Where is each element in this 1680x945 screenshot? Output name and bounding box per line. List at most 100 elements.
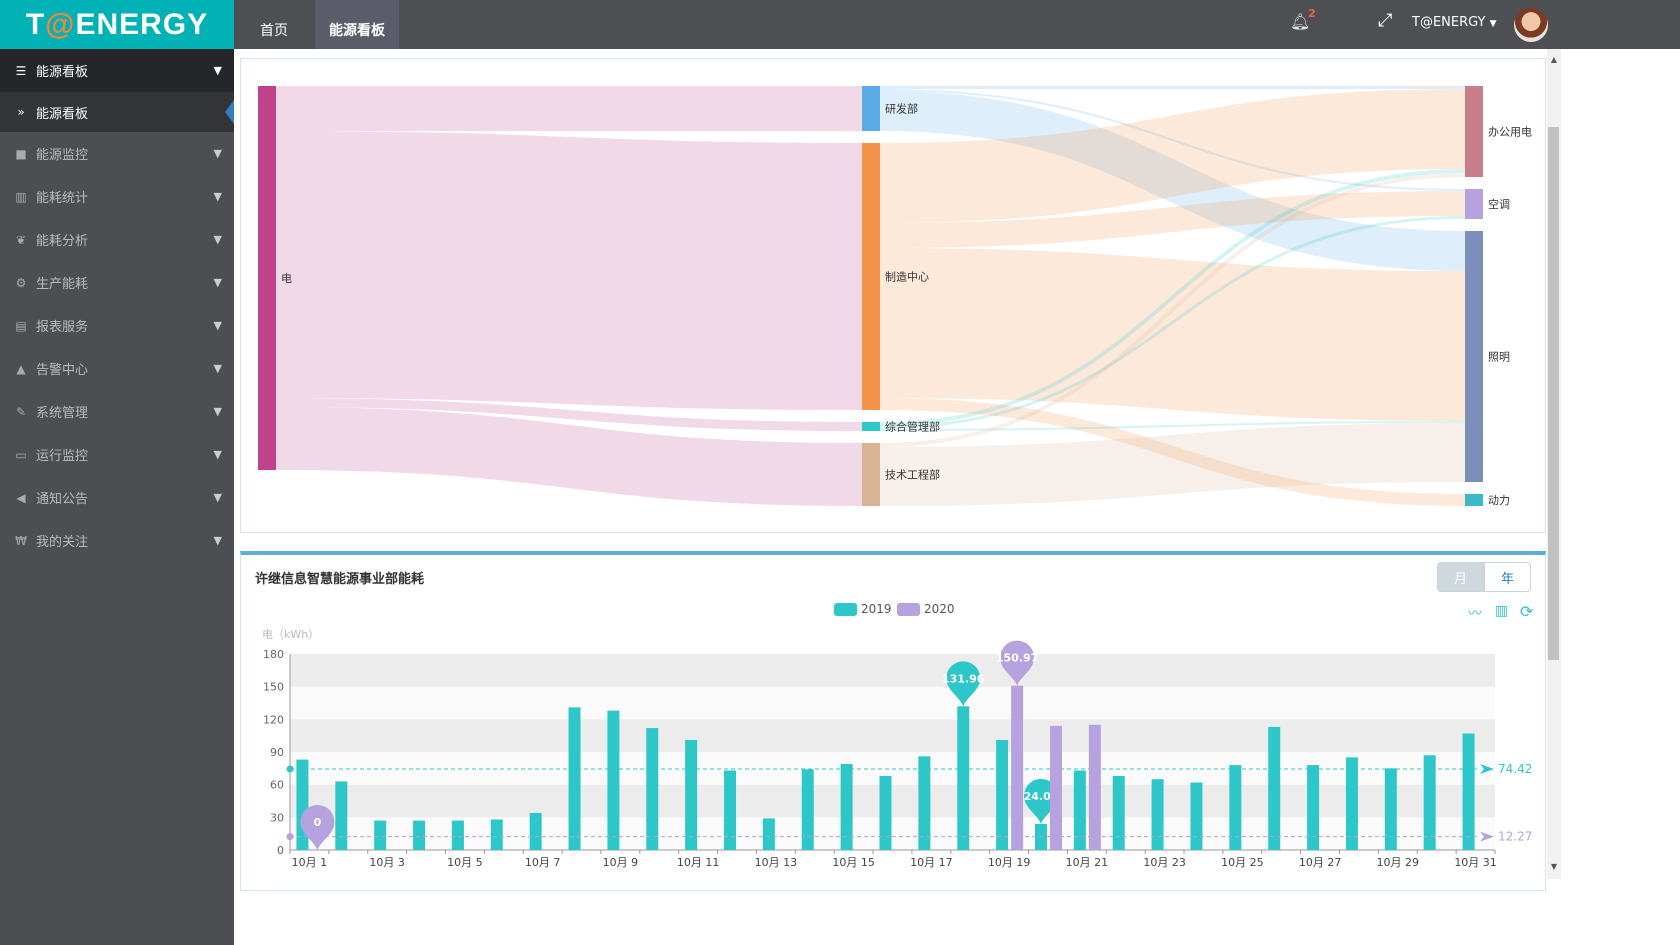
chevron-down-icon: ▼: [213, 534, 222, 547]
video-camera-icon: ■: [15, 146, 27, 161]
sankey-node: [1465, 189, 1483, 219]
sankey-node-label: 技术工程部: [885, 468, 940, 482]
chevron-down-icon: ▼: [213, 319, 222, 332]
active-indicator: [225, 100, 234, 124]
bell-icon[interactable]: 🔔︎: [1290, 12, 1311, 31]
year-button[interactable]: 年: [1484, 562, 1531, 592]
scroll-down-icon[interactable]: ▼: [1550, 862, 1558, 871]
sidebar-item-label: 系统管理: [36, 406, 89, 421]
sankey-node: [862, 143, 880, 410]
double-chevron-right-icon: »: [17, 105, 25, 119]
sankey-node: [862, 86, 880, 131]
sankey-node-label: 动力: [1488, 494, 1510, 507]
user-menu[interactable]: T@ENERGY ▼: [1412, 15, 1497, 30]
tab-energy-board[interactable]: 能源看板: [315, 0, 399, 49]
sankey-node-label: 综合管理部: [885, 420, 940, 434]
sankey-link: [879, 89, 1466, 223]
notification-badge: 2: [1308, 7, 1316, 20]
sankey-link: [879, 191, 1466, 248]
table-icon: ▤: [15, 318, 27, 333]
sidebar-item-7[interactable]: ✎ 系统管理 ▼: [0, 390, 234, 433]
sidebar-item-8[interactable]: ▭ 运行监控 ▼: [0, 433, 234, 476]
sankey-panel: [240, 58, 1546, 533]
won-icon: ₩: [15, 533, 27, 548]
sankey-link: [879, 173, 1466, 447]
sankey-links: [275, 85, 1466, 506]
sankey-link: [879, 89, 1466, 191]
bar-chart-icon[interactable]: ▥: [1495, 603, 1509, 619]
sankey-node-label: 办公用电: [1488, 126, 1532, 139]
sankey-node: [1465, 231, 1483, 482]
sankey-link: [275, 131, 863, 410]
line-chart-icon[interactable]: 〰: [1468, 606, 1482, 622]
sankey-node: [1465, 86, 1483, 177]
sidebar: ☰ 能源看板 ▼ » 能源看板 ■ 能源监控 ▼ ▥ 能耗统计 ▼ ❦ 能耗分析 ▼ ⚙ 生产能耗 ▼ ▤ 报表…: [0, 49, 234, 945]
gears-icon: ⚙: [15, 275, 27, 290]
chevron-down-icon: ▼: [213, 64, 222, 77]
sidebar-item-5[interactable]: ▤ 报表服务 ▼: [0, 304, 234, 347]
sankey-node: [862, 422, 880, 431]
bar-chart-icon: ▥: [15, 189, 27, 204]
chevron-down-icon: ▼: [213, 491, 222, 504]
scrollbar[interactable]: ▲ ▼: [1547, 49, 1561, 879]
sidebar-item-4[interactable]: ⚙ 生产能耗 ▼: [0, 261, 234, 304]
sidebar-item-label: 生产能耗: [36, 277, 89, 292]
refresh-icon[interactable]: ⟳: [1520, 602, 1534, 621]
sidebar-item-label: 能源监控: [36, 148, 89, 163]
sankey-link: [879, 421, 1466, 431]
chevron-down-icon: ▼: [213, 405, 222, 418]
chevron-down-icon: ▼: [213, 276, 222, 289]
sankey-link: [879, 248, 1466, 421]
sankey-link: [879, 216, 1466, 429]
top-bar: T @ ENERGY 首页 能源看板 🔔︎ 2 ⤢ T@ENERGY ▼: [0, 0, 1680, 49]
chevron-down-icon: ▼: [213, 362, 222, 375]
sankey-node-label: 制造中心: [885, 270, 929, 284]
sankey-node-label: 研发部: [885, 102, 918, 116]
leaf-icon: ❦: [15, 232, 27, 247]
chart-title: 许继信息智慧能源事业部能耗: [255, 572, 425, 587]
sankey-node: [1465, 494, 1483, 506]
sidebar-item-label: 能耗分析: [36, 234, 89, 249]
scroll-up-icon[interactable]: ▲: [1550, 55, 1558, 64]
sankey-node-label: 电: [281, 272, 292, 285]
month-button[interactable]: 月: [1437, 562, 1484, 592]
caret-down-icon: ▼: [1489, 19, 1497, 29]
sankey-link: [275, 398, 863, 431]
chevron-down-icon: ▼: [213, 147, 222, 160]
sankey-link: [879, 423, 1466, 506]
sidebar-item-label: 告警中心: [36, 363, 89, 378]
sidebar-item-3[interactable]: ❦ 能耗分析 ▼: [0, 218, 234, 261]
tab-home[interactable]: 首页: [260, 23, 288, 39]
sidebar-item-energy-board[interactable]: ☰ 能源看板 ▼: [0, 49, 234, 92]
sidebar-item-label: 能耗统计: [36, 191, 89, 206]
chevron-down-icon: ▼: [213, 233, 222, 246]
fullscreen-icon[interactable]: ⤢: [1378, 10, 1393, 31]
logo[interactable]: T @ ENERGY: [0, 0, 234, 49]
sankey-node-label: 照明: [1488, 351, 1510, 364]
sankey-link: [879, 169, 1466, 426]
avatar[interactable]: [1514, 8, 1548, 42]
sidebar-item-2[interactable]: ▥ 能耗统计 ▼: [0, 175, 234, 218]
user-name: T@ENERGY: [1412, 15, 1486, 30]
dashboard-icon: ☰: [15, 63, 27, 78]
sidebar-item-10[interactable]: ₩ 我的关注 ▼: [0, 519, 234, 562]
sankey-node: [258, 86, 276, 470]
scrollbar-thumb[interactable]: [1548, 127, 1559, 660]
sidebar-item-label: 能源看板: [36, 65, 89, 80]
sidebar-item-1[interactable]: ■ 能源监控 ▼: [0, 132, 234, 175]
sidebar-item-label: 运行监控: [36, 449, 89, 464]
hdd-icon: ▭: [15, 447, 27, 462]
bell-icon: ▲: [16, 361, 26, 376]
sankey-link: [879, 91, 1466, 271]
sidebar-item-label: 报表服务: [36, 320, 89, 335]
chevron-down-icon: ▼: [213, 190, 222, 203]
wrench-icon: ✎: [15, 404, 27, 419]
sidebar-item-9[interactable]: ◀ 通知公告 ▼: [0, 476, 234, 519]
sidebar-item-6[interactable]: ▲ 告警中心 ▼: [0, 347, 234, 390]
bullhorn-icon: ◀: [16, 490, 26, 505]
sidebar-subitem-energy-board[interactable]: » 能源看板: [0, 92, 234, 132]
sankey-node: [862, 443, 880, 506]
sidebar-item-label: 能源看板: [36, 106, 89, 122]
sankey-node-label: 空调: [1488, 197, 1510, 211]
